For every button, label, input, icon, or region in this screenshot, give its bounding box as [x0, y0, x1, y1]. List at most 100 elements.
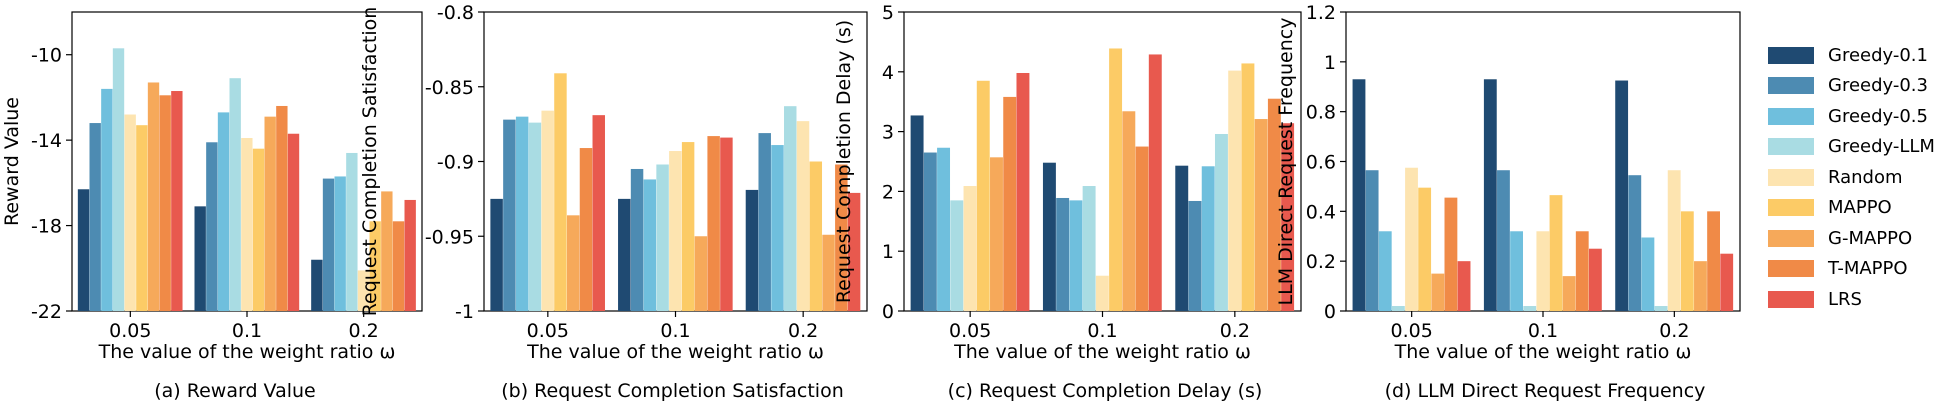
legend-item: MAPPO — [1768, 193, 1933, 224]
bar — [241, 138, 252, 311]
bar — [218, 112, 229, 311]
bar — [1109, 48, 1122, 311]
bar — [160, 95, 171, 311]
x-tick-label: 0.05 — [1391, 320, 1433, 342]
legend-label: LRS — [1828, 289, 1862, 310]
bar — [771, 145, 783, 311]
x-axis-label: The value of the weight ratio ω — [1394, 341, 1692, 363]
legend-label: Greedy-LLM — [1828, 136, 1935, 157]
x-axis-label: The value of the weight ratio ω — [98, 341, 396, 363]
bar — [1445, 198, 1458, 311]
bar — [1353, 79, 1366, 311]
bar — [346, 153, 357, 311]
bar — [990, 157, 1003, 311]
bar — [682, 142, 694, 311]
bar — [1083, 186, 1096, 311]
legend-label: Greedy-0.1 — [1828, 45, 1928, 66]
bar — [1379, 231, 1392, 311]
bar — [1122, 111, 1135, 311]
bar — [276, 106, 287, 311]
bar — [644, 179, 656, 311]
legend-item: Random — [1768, 162, 1933, 193]
y-tick-label: 2 — [882, 181, 894, 203]
chart-request-completion-satisfaction: -1-0.95-0.9-0.85-0.80.05 0.1 0.2The value … — [359, 2, 867, 363]
bar — [1043, 163, 1056, 311]
legend-label: Greedy-0.3 — [1828, 75, 1928, 96]
bar — [311, 260, 322, 311]
bar — [1016, 73, 1029, 311]
y-tick-label: -10 — [31, 45, 62, 67]
bar — [206, 142, 217, 311]
bar — [1069, 200, 1082, 311]
bar — [977, 81, 990, 311]
bar — [1175, 166, 1188, 311]
y-tick-label: 1.2 — [1306, 2, 1336, 24]
bar — [1136, 147, 1149, 311]
bar — [1681, 211, 1694, 311]
legend-label: G-MAPPO — [1828, 228, 1912, 249]
bar — [1694, 261, 1707, 311]
bar — [1707, 211, 1720, 311]
bar — [1628, 175, 1641, 311]
legend-swatch — [1768, 230, 1814, 247]
bar — [1589, 249, 1602, 311]
y-tick-label: 1 — [882, 241, 894, 263]
y-tick-label: -0.85 — [425, 77, 474, 99]
bar — [1497, 170, 1510, 311]
legend-item: Greedy-0.3 — [1768, 71, 1933, 102]
bar — [1458, 261, 1471, 311]
caption-reward-value: (a) Reward Value — [60, 380, 410, 404]
bar — [381, 191, 392, 311]
legend-swatch — [1768, 47, 1814, 64]
legend-swatch — [1768, 169, 1814, 186]
bar — [113, 48, 124, 311]
bar — [656, 164, 668, 311]
bar — [631, 169, 643, 311]
legend-swatch — [1768, 108, 1814, 125]
bar — [1392, 306, 1405, 311]
caption-llm-direct-request-frequency: (d) LLM Direct Request Frequency — [1345, 380, 1745, 404]
bar — [1576, 231, 1589, 311]
legend-label: Greedy-0.5 — [1828, 106, 1928, 127]
bar — [720, 138, 732, 311]
bar — [253, 149, 264, 311]
bar — [1202, 166, 1215, 311]
legend-swatch — [1768, 77, 1814, 94]
bar — [1149, 54, 1162, 311]
y-axis-label: LLM Direct Request Frequency — [1275, 18, 1297, 306]
bar — [1431, 274, 1444, 311]
bar — [1720, 254, 1733, 311]
y-tick-label: -18 — [31, 216, 62, 238]
bar — [810, 162, 822, 312]
x-tick-label: 0.1 — [232, 320, 262, 342]
x-tick-label: 0.1 — [1087, 320, 1117, 342]
legend-item: Greedy-0.5 — [1768, 101, 1933, 132]
x-tick-label: 0.1 — [660, 320, 690, 342]
legend-label: MAPPO — [1828, 197, 1892, 218]
legend-item: T-MAPPO — [1768, 254, 1933, 285]
x-tick-label: 0.1 — [1528, 320, 1558, 342]
bar — [593, 115, 605, 311]
bar — [1241, 63, 1254, 311]
legend-swatch — [1768, 291, 1814, 308]
bar — [964, 186, 977, 311]
bar — [171, 91, 182, 311]
x-axis-label: The value of the weight ratio ω — [953, 341, 1251, 363]
bar — [1642, 237, 1655, 311]
bar — [490, 199, 502, 311]
y-tick-label: 0 — [1324, 301, 1336, 323]
x-tick-label: 0.2 — [349, 320, 379, 342]
legend-item: Greedy-LLM — [1768, 132, 1933, 163]
bar — [1550, 195, 1563, 311]
bar — [1189, 201, 1202, 311]
bar — [567, 215, 579, 311]
bar — [924, 153, 937, 311]
bar — [1418, 188, 1431, 311]
legend-label: T-MAPPO — [1828, 258, 1908, 279]
bar — [323, 179, 334, 311]
y-tick-label: -0.95 — [425, 226, 474, 248]
y-tick-label: 0.4 — [1306, 201, 1336, 223]
bar — [1668, 170, 1681, 311]
y-tick-label: 4 — [882, 62, 894, 84]
